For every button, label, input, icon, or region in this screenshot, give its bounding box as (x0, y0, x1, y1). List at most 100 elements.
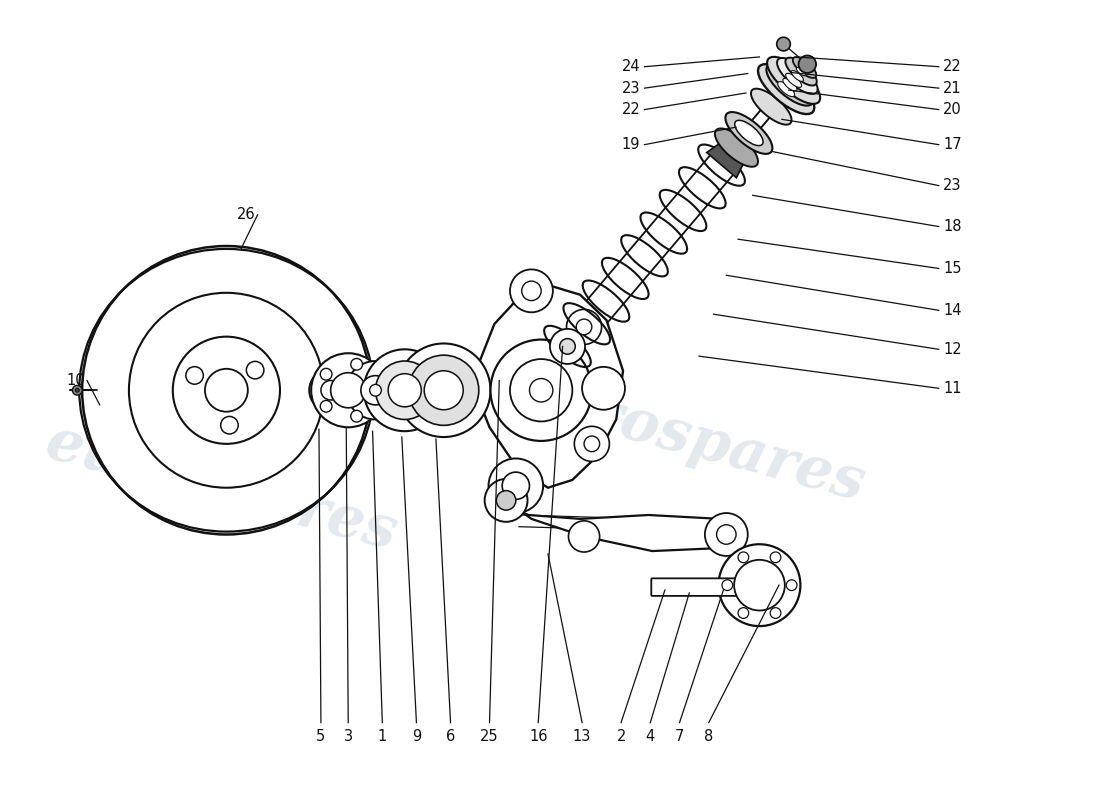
Text: 24: 24 (621, 59, 640, 74)
Circle shape (582, 367, 625, 410)
Circle shape (331, 373, 365, 408)
Circle shape (311, 354, 385, 427)
Circle shape (485, 479, 528, 522)
Ellipse shape (785, 74, 802, 87)
Text: 18: 18 (943, 219, 961, 234)
Circle shape (496, 490, 516, 510)
Circle shape (770, 552, 781, 562)
Circle shape (361, 376, 390, 405)
Ellipse shape (751, 89, 792, 125)
Circle shape (716, 525, 736, 544)
Text: 11: 11 (943, 381, 961, 396)
Ellipse shape (767, 64, 813, 106)
Circle shape (364, 350, 446, 431)
Circle shape (705, 513, 748, 556)
Ellipse shape (767, 57, 821, 104)
Text: 2: 2 (616, 729, 626, 744)
Circle shape (503, 472, 529, 499)
Text: 21: 21 (943, 81, 961, 96)
Text: 26: 26 (236, 207, 255, 222)
Circle shape (510, 270, 553, 312)
Circle shape (186, 366, 204, 384)
Ellipse shape (783, 78, 798, 91)
Circle shape (529, 378, 553, 402)
Circle shape (397, 343, 491, 437)
Circle shape (321, 381, 340, 400)
Text: 9: 9 (411, 729, 421, 744)
Circle shape (566, 310, 602, 345)
Circle shape (738, 608, 749, 618)
Polygon shape (499, 499, 736, 551)
Circle shape (375, 361, 434, 419)
Circle shape (491, 339, 592, 441)
Ellipse shape (796, 67, 806, 76)
Text: 22: 22 (943, 59, 961, 74)
Ellipse shape (791, 70, 803, 82)
Polygon shape (706, 125, 757, 178)
Text: 15: 15 (943, 261, 961, 276)
Text: eurospares: eurospares (507, 365, 871, 513)
Circle shape (576, 319, 592, 334)
Text: 1: 1 (377, 729, 387, 744)
Circle shape (521, 281, 541, 301)
Circle shape (246, 362, 264, 379)
Circle shape (75, 388, 79, 392)
Circle shape (722, 580, 733, 590)
Circle shape (574, 426, 609, 462)
Text: 20: 20 (943, 102, 961, 117)
Circle shape (346, 361, 405, 419)
Text: 6: 6 (446, 729, 455, 744)
Text: 4: 4 (646, 729, 654, 744)
Circle shape (770, 608, 781, 618)
Circle shape (351, 410, 363, 422)
Polygon shape (475, 285, 623, 488)
Ellipse shape (778, 82, 794, 97)
Text: 22: 22 (621, 102, 640, 117)
Circle shape (388, 374, 421, 407)
Circle shape (734, 560, 784, 610)
Text: 16: 16 (529, 729, 548, 744)
Circle shape (205, 369, 248, 412)
Ellipse shape (785, 58, 817, 86)
Text: eurospares: eurospares (40, 414, 404, 562)
Ellipse shape (758, 64, 814, 114)
Circle shape (320, 368, 332, 380)
Ellipse shape (715, 129, 758, 166)
Circle shape (221, 417, 239, 434)
Ellipse shape (793, 57, 816, 78)
Circle shape (569, 521, 600, 552)
Circle shape (777, 38, 791, 51)
Circle shape (738, 552, 749, 562)
Text: 12: 12 (943, 342, 961, 357)
Circle shape (320, 401, 332, 412)
Text: 13: 13 (573, 729, 592, 744)
Circle shape (510, 359, 572, 422)
Text: 25: 25 (481, 729, 498, 744)
Circle shape (309, 369, 352, 412)
Circle shape (408, 355, 478, 426)
Circle shape (718, 544, 801, 626)
Circle shape (173, 337, 280, 444)
Circle shape (82, 246, 371, 534)
Text: 23: 23 (943, 178, 961, 193)
Text: 5: 5 (317, 729, 326, 744)
Text: 17: 17 (943, 137, 961, 152)
Circle shape (129, 293, 323, 488)
Ellipse shape (801, 64, 808, 70)
Text: 19: 19 (621, 137, 640, 152)
Text: 3: 3 (343, 729, 353, 744)
Text: 10: 10 (66, 373, 85, 388)
FancyBboxPatch shape (651, 578, 736, 596)
Circle shape (560, 338, 575, 354)
Ellipse shape (725, 112, 772, 154)
Text: 23: 23 (621, 81, 640, 96)
Circle shape (425, 370, 463, 410)
Circle shape (786, 580, 798, 590)
Ellipse shape (735, 120, 763, 146)
Ellipse shape (777, 58, 817, 94)
Circle shape (488, 458, 543, 513)
Circle shape (73, 386, 82, 395)
Text: 14: 14 (943, 303, 961, 318)
Circle shape (799, 55, 816, 73)
Circle shape (584, 436, 600, 452)
